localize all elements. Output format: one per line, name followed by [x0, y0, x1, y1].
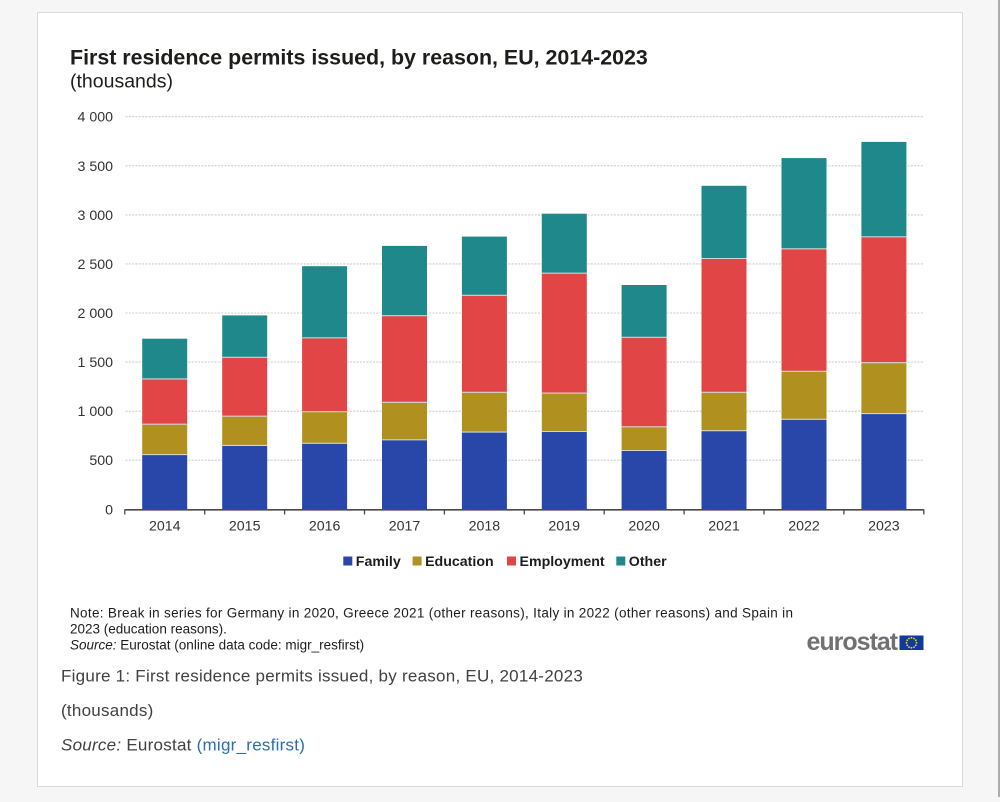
svg-text:Employment: Employment	[520, 554, 605, 570]
svg-text:Source: Eurostat (migr_resfirs: Source: Eurostat (migr_resfirst)	[61, 736, 305, 755]
svg-text:1 000: 1 000	[77, 404, 113, 420]
svg-text:2023: 2023	[868, 519, 900, 535]
svg-text:2018: 2018	[469, 519, 501, 535]
svg-text:(thousands): (thousands)	[70, 71, 173, 93]
svg-text:1 500: 1 500	[77, 355, 113, 371]
svg-text:(thousands): (thousands)	[61, 701, 154, 720]
svg-text:2 500: 2 500	[77, 257, 113, 273]
svg-text:2 000: 2 000	[77, 306, 113, 322]
svg-text:2016: 2016	[309, 519, 341, 535]
svg-text:2014: 2014	[149, 519, 181, 535]
svg-text:2022: 2022	[788, 519, 820, 535]
svg-text:500: 500	[89, 453, 113, 469]
svg-text:2019: 2019	[548, 519, 580, 535]
svg-text:2020: 2020	[628, 519, 660, 535]
svg-text:0: 0	[105, 502, 113, 518]
svg-text:2015: 2015	[229, 519, 261, 535]
svg-text:3 500: 3 500	[77, 159, 113, 175]
svg-text:4 000: 4 000	[77, 110, 113, 126]
svg-text:eurostat: eurostat	[807, 628, 899, 656]
svg-text:3 000: 3 000	[77, 208, 113, 224]
svg-text:2017: 2017	[389, 519, 421, 535]
svg-text:Source: Eurostat (online data: Source: Eurostat (online data code: migr…	[70, 638, 364, 653]
svg-text:2023 (education reasons).: 2023 (education reasons).	[70, 622, 227, 637]
svg-text:First residence permits issued: First residence permits issued, by reaso…	[70, 46, 648, 70]
svg-text:Note: Break in series for Germ: Note: Break in series for Germany in 202…	[70, 606, 793, 621]
svg-text:Other: Other	[629, 554, 667, 570]
svg-text:2021: 2021	[708, 519, 740, 535]
svg-text:Education: Education	[425, 554, 494, 570]
svg-text:Figure 1: First residence perm: Figure 1: First residence permits issued…	[61, 667, 583, 686]
svg-text:Family: Family	[356, 554, 401, 570]
